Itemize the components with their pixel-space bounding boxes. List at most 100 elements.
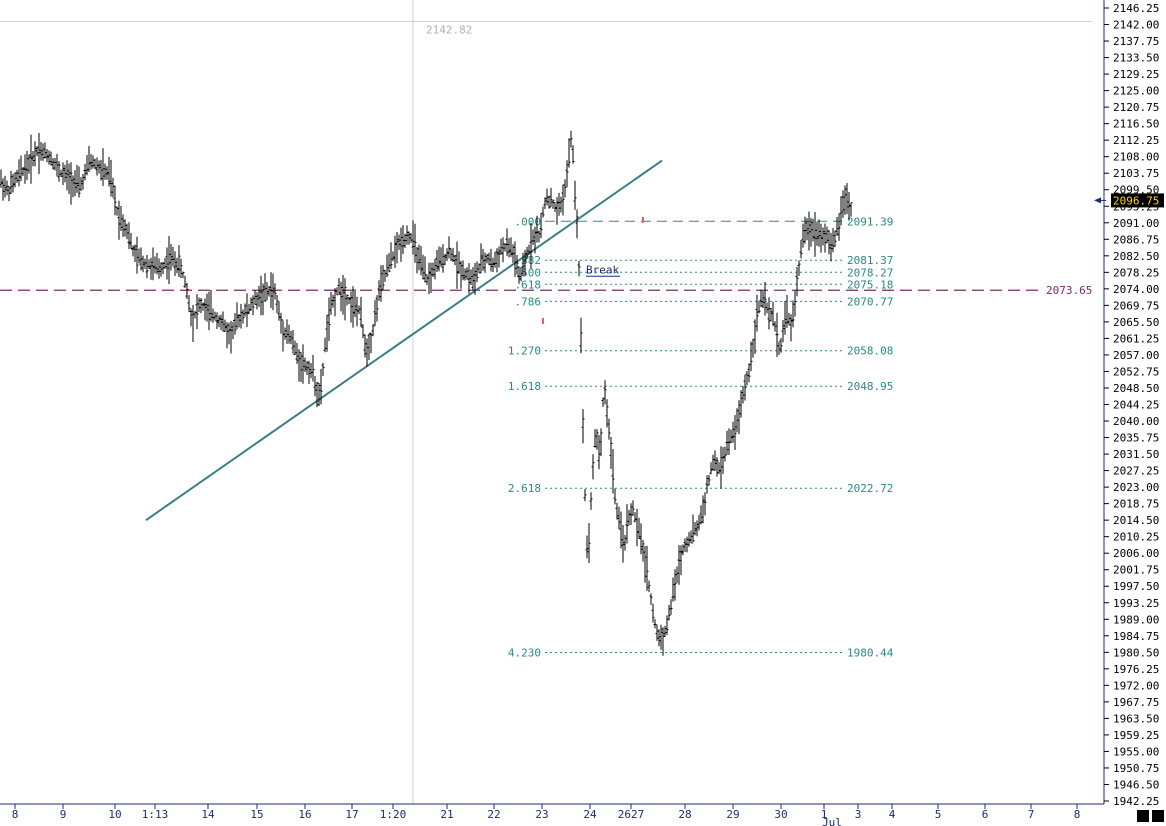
- x-tick-label: 4: [889, 808, 896, 821]
- marker-red-2: [642, 216, 644, 223]
- corner-controls[interactable]: [1137, 810, 1164, 822]
- crosshair: 2142.82: [0, 0, 1092, 804]
- y-tick-label: 1963.50: [1113, 712, 1159, 725]
- window-control-button[interactable]: [1137, 810, 1149, 822]
- y-tick-label: 2048.50: [1113, 382, 1159, 395]
- y-tick-label: 2052.75: [1113, 365, 1159, 378]
- fib-value-label: 2058.08: [847, 345, 893, 358]
- y-tick-label: 2014.50: [1113, 514, 1159, 527]
- fib-value-label: 2048.95: [847, 380, 893, 393]
- fib-value-label: 2091.39: [847, 215, 893, 228]
- y-tick-label: 2108.00: [1113, 151, 1159, 164]
- y-tick-label: 1993.25: [1113, 597, 1159, 610]
- x-tick-label: 23: [535, 808, 548, 821]
- last-price-badge: [1111, 193, 1164, 208]
- y-tick-label: 2035.75: [1113, 432, 1159, 445]
- x-tick-label: 29: [726, 808, 739, 821]
- window-control-button[interactable]: [1152, 810, 1164, 822]
- x-tick-label: 1:20: [380, 808, 407, 821]
- y-tick-label: 2120.75: [1113, 101, 1159, 114]
- crosshair-value-label: 2142.82: [426, 23, 472, 36]
- x-tick-label: 30: [774, 808, 787, 821]
- trendline[interactable]: [145, 159, 663, 521]
- fibonacci-levels: .000 2091.39.382 2081.37.500 2078.27.618 207…: [508, 215, 894, 659]
- y-tick-label: 2040.00: [1113, 415, 1159, 428]
- plot-area: [0, 0, 1104, 804]
- x-tick-label: 1:13: [142, 808, 169, 821]
- x-tick-label: 8: [12, 808, 19, 821]
- x-tick-label: 22: [487, 808, 500, 821]
- fib-value-label: 1980.44: [847, 647, 894, 660]
- y-tick-label: 2023.00: [1113, 481, 1159, 494]
- x-tick-label: 14: [201, 808, 215, 821]
- x-tick-label: 6: [982, 808, 989, 821]
- y-tick-label: 2069.75: [1113, 299, 1159, 312]
- x-axis: 8 9 10 1:13 14 15 16 17 1:20 21 22 23 24 2627 28 29 30 1 3…: [12, 804, 1081, 826]
- fib-value-label: 2022.72: [847, 482, 893, 495]
- y-tick-label: 2074.00: [1113, 283, 1159, 296]
- horizontal-level-line: 2073.65: [0, 284, 1092, 297]
- fib-ratio-label: 1.618: [508, 380, 541, 393]
- fib-value-label: 2078.27: [847, 266, 893, 279]
- y-tick-label: 2146.25: [1113, 2, 1159, 15]
- x-month-label: Jul: [822, 816, 842, 826]
- fib-ratio-label: .618: [515, 278, 542, 291]
- y-tick-label: 2142.00: [1113, 19, 1159, 32]
- y-tick-label: 1972.00: [1113, 679, 1159, 692]
- y-tick-label: 2133.50: [1113, 52, 1159, 65]
- x-tick-label: 2627: [618, 808, 645, 821]
- y-tick-label: 1989.00: [1113, 613, 1159, 626]
- fib-ratio-label: .786: [515, 295, 542, 308]
- y-tick-label: 2129.25: [1113, 68, 1159, 81]
- y-tick-label: 2057.00: [1113, 349, 1159, 362]
- fib-value-label: 2081.37: [847, 254, 893, 267]
- y-tick-label: 2061.25: [1113, 332, 1159, 345]
- y-tick-label: 1942.25: [1113, 795, 1159, 808]
- y-tick-label: 2086.75: [1113, 233, 1159, 246]
- y-tick-label: 1980.50: [1113, 646, 1159, 659]
- x-tick-label: 3: [855, 808, 862, 821]
- y-tick-label: 1976.25: [1113, 663, 1159, 676]
- x-tick-label: 7: [1028, 808, 1035, 821]
- y-tick-label: 2103.75: [1113, 167, 1159, 180]
- y-tick-label: 1959.25: [1113, 729, 1159, 742]
- y-tick-label: 2006.00: [1113, 547, 1159, 560]
- trendline-segment: [145, 159, 663, 521]
- x-tick-label: 5: [935, 808, 942, 821]
- last-price-arrow-icon: [1094, 197, 1101, 204]
- y-tick-label: 2091.00: [1113, 217, 1159, 230]
- fib-ratio-label: 1.270: [508, 345, 541, 358]
- y-tick-label: 2125.00: [1113, 85, 1159, 98]
- y-tick-label: 2078.25: [1113, 266, 1159, 279]
- x-tick-label: 16: [298, 808, 311, 821]
- y-tick-label: 2044.25: [1113, 399, 1159, 412]
- y-tick-label: 2031.50: [1113, 448, 1159, 461]
- fib-ratio-label: .382: [515, 254, 542, 267]
- x-tick-label: 10: [108, 808, 121, 821]
- fib-ratio-label: .000: [515, 215, 542, 228]
- y-tick-label: 2027.25: [1113, 465, 1159, 478]
- y-tick-label: 2116.50: [1113, 118, 1159, 131]
- x-tick-label: 9: [60, 808, 67, 821]
- x-tick-label: 17: [345, 808, 358, 821]
- break-annotation: Break: [586, 263, 619, 276]
- y-tick-label: 2137.75: [1113, 35, 1159, 48]
- fib-value-label: 2075.18: [847, 278, 893, 291]
- x-tick-label: 24: [583, 808, 597, 821]
- y-tick-label: 1997.50: [1113, 580, 1159, 593]
- y-tick-label: 2065.50: [1113, 316, 1159, 329]
- x-tick-label: 8: [1074, 808, 1081, 821]
- y-tick-label: 2001.75: [1113, 564, 1159, 577]
- y-tick-label: 1946.50: [1113, 778, 1159, 791]
- y-tick-label: 1984.75: [1113, 630, 1159, 643]
- y-tick-label: 2010.25: [1113, 531, 1159, 544]
- annotations: Break: [542, 216, 644, 325]
- price-bars: [0, 130, 853, 656]
- fib-value-label: 2070.77: [847, 295, 893, 308]
- y-tick-label: 2082.50: [1113, 250, 1159, 263]
- y-tick-label: 1950.75: [1113, 762, 1159, 775]
- y-axis: 2146.25 2142.00 2137.75 2133.50 2129.25 2125.…: [1094, 2, 1164, 808]
- level-line-label: 2073.65: [1046, 284, 1092, 297]
- x-tick-label: 21: [440, 808, 453, 821]
